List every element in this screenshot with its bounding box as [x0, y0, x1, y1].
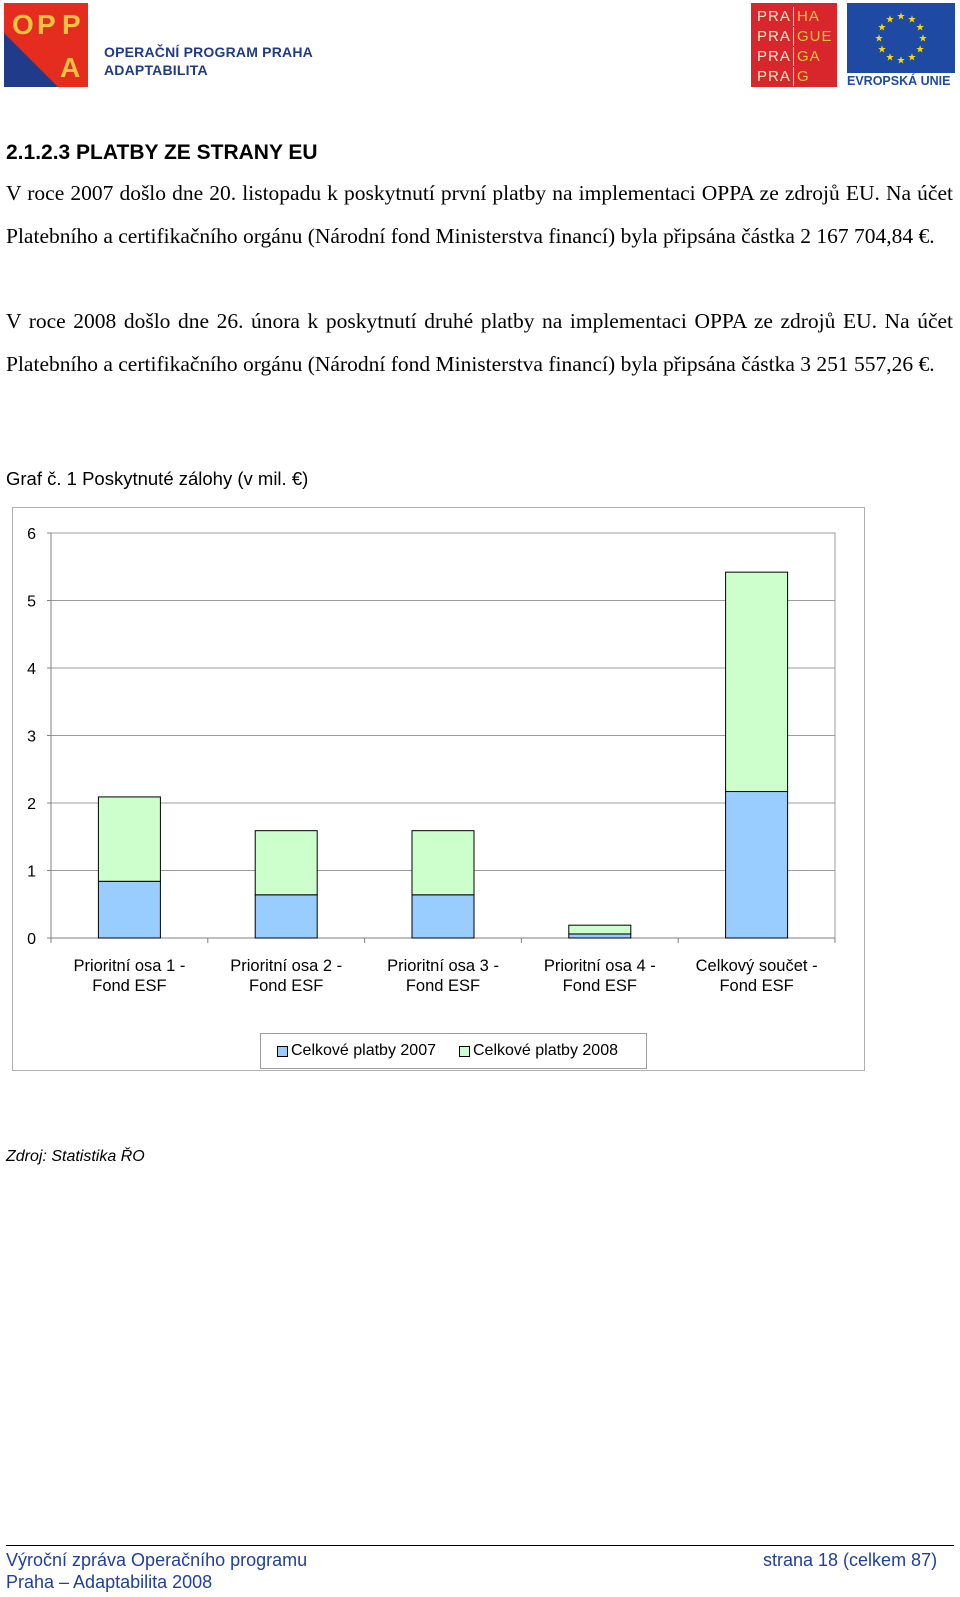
- legend-swatch-2007: [277, 1045, 288, 1057]
- prague-logo-text: HA: [793, 7, 829, 26]
- y-tick-label: 5: [27, 594, 36, 611]
- legend-item-2007: Celkové platby 2007: [277, 1042, 436, 1060]
- prague-logo-text: G: [793, 67, 829, 86]
- chart-legend: Celkové platby 2007 Celkové platby 2008: [260, 1033, 647, 1069]
- bar-2007: [411, 894, 475, 939]
- chart-caption: Graf č. 1 Poskytnuté zálohy (v mil. €): [6, 468, 309, 489]
- eu-flag-icon: ★ ★★★★★★★★★★★: [847, 3, 955, 73]
- y-tick-label: 0: [27, 931, 36, 948]
- section-heading: 2.1.2.3 PLATBY ZE STRANY EU: [6, 141, 318, 164]
- eu-star-icon: ★: [897, 12, 906, 23]
- x-category-label: Fond ESF: [719, 977, 793, 995]
- eu-star-icon: ★: [908, 14, 917, 25]
- y-tick-label: 1: [27, 864, 36, 881]
- eu-star-icon: ★: [875, 34, 884, 45]
- footer-page-number: strana 18 (celkem 87): [763, 1550, 938, 1570]
- legend-label-2007: Celkové platby 2007: [291, 1042, 436, 1059]
- x-category-label: Fond ESF: [92, 977, 166, 995]
- chart-frame: [12, 507, 865, 1071]
- prague-logo-text: GA: [793, 47, 829, 66]
- eu-star-icon: ★: [886, 53, 895, 64]
- bar-2008: [725, 571, 789, 793]
- y-tick-label: 6: [27, 526, 36, 543]
- eu-star-icon: ★: [916, 45, 925, 56]
- bar-2007: [568, 933, 632, 939]
- x-category-label: Fond ESF: [563, 977, 637, 995]
- footer-left-line-1: Výroční zpráva Operačního programu: [6, 1550, 308, 1570]
- eu-star-icon: ★: [886, 14, 895, 25]
- prague-logo-text: PRA: [757, 48, 791, 65]
- chart-source: Zdroj: Statistika ŘO: [6, 1148, 145, 1165]
- footer-rule: [6, 1545, 954, 1546]
- eu-star-icon: ★: [877, 23, 886, 34]
- prague-logo: PRA HA PRA GUE PRA GA PRA G: [751, 3, 837, 87]
- prague-logo-text: PRA: [757, 28, 791, 45]
- x-category-label: Prioritní osa 2 -: [230, 957, 342, 975]
- legend-item-2008: Celkové platby 2008: [459, 1042, 618, 1060]
- x-category-label: Fond ESF: [249, 977, 323, 995]
- legend-label-2008: Celkové platby 2008: [473, 1042, 618, 1059]
- x-category-label: Celkový součet -: [696, 957, 818, 975]
- eu-star-icon: ★: [877, 45, 886, 56]
- paragraph-2008: V roce 2008 došlo dne 26. února k poskyt…: [6, 309, 953, 376]
- legend-swatch-2008: [459, 1045, 470, 1057]
- oppa-logo-letter-1: O: [12, 9, 34, 40]
- bar-2008: [568, 924, 632, 935]
- org-name-line-2: ADAPTABILITA: [104, 62, 208, 78]
- oppa-logo-letter-2: P: [37, 9, 56, 40]
- y-tick-label: 3: [27, 729, 36, 746]
- bar-2007: [97, 880, 161, 939]
- bar-2008: [97, 796, 161, 882]
- x-category-label: Prioritní osa 4 -: [544, 957, 656, 975]
- chart: 0 1 2 3 4 5 6 Prioritní osa 1 - Fond ESF Prioritn…: [27, 526, 836, 995]
- eu-star-icon: ★: [919, 34, 928, 45]
- prague-logo-text: PRA: [757, 8, 791, 25]
- eu-star-icon: ★: [897, 56, 906, 67]
- x-category-label: Fond ESF: [406, 977, 480, 995]
- footer-left-line-2: Praha – Adaptabilita 2008: [6, 1572, 213, 1592]
- eu-star-icon: ★: [908, 53, 917, 64]
- prague-logo-text: GUE: [793, 27, 832, 46]
- oppa-logo: O P P A: [4, 3, 88, 87]
- bar-2007: [254, 894, 318, 939]
- bar-2007: [725, 791, 789, 939]
- x-category-label: Prioritní osa 1 -: [73, 957, 185, 975]
- eu-star-icon: ★: [916, 23, 925, 34]
- oppa-logo-letter-3: P: [62, 9, 81, 40]
- bar-2008: [411, 830, 475, 896]
- prague-logo-text: PRA: [757, 68, 791, 85]
- x-category-label: Prioritní osa 3 -: [387, 957, 499, 975]
- paragraph-2007: V roce 2007 došlo dne 20. listopadu k po…: [6, 181, 953, 248]
- oppa-logo-letter-4: A: [60, 52, 80, 83]
- bar-2008: [254, 830, 318, 896]
- eu-label: EVROPSKÁ UNIE: [847, 74, 951, 88]
- y-tick-label: 4: [27, 661, 36, 678]
- org-name-line-1: OPERAČNÍ PROGRAM PRAHA: [104, 44, 313, 60]
- y-tick-label: 2: [27, 796, 36, 813]
